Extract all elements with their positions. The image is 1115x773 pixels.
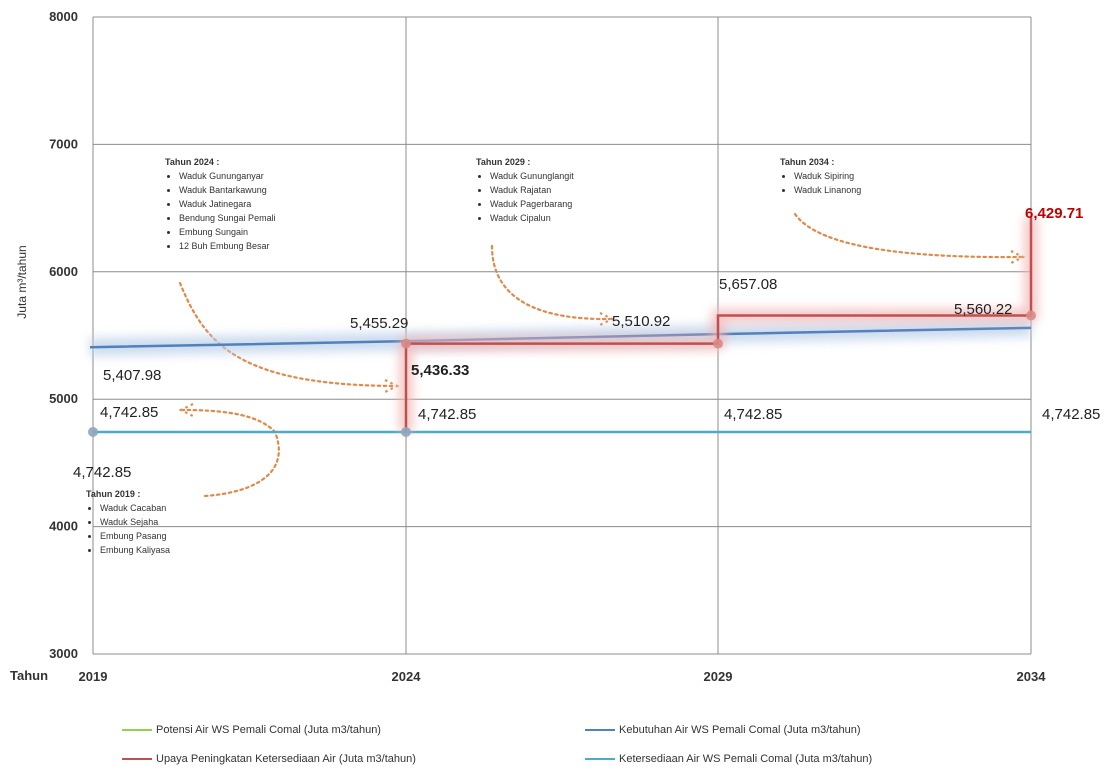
- note-item: Waduk Rajatan: [490, 185, 676, 195]
- annotation-arrows: [178, 212, 1026, 498]
- x-tick-label: 2019: [79, 669, 108, 684]
- x-tick-label: 2029: [704, 669, 733, 684]
- note-list: Waduk Cacaban Waduk Sejaha Embung Pasang…: [86, 503, 286, 555]
- y-tick-label: 8000: [49, 9, 78, 24]
- y-tick-label: 3000: [49, 646, 78, 661]
- note-item: Waduk Cacaban: [100, 503, 286, 513]
- note-item: Embung Pasang: [100, 531, 286, 541]
- data-label: 4,742.85: [100, 404, 158, 421]
- note-list: Waduk Gununglangit Waduk Rajatan Waduk P…: [476, 171, 676, 223]
- data-label: 4,742.85: [1042, 406, 1100, 423]
- note-item: Waduk Pagerbarang: [490, 199, 676, 209]
- annotation-arrowhead: [599, 312, 615, 326]
- data-label: 4,742.85: [418, 406, 476, 423]
- note-item: Bendung Sungai Pemali: [179, 213, 365, 223]
- note-item: Embung Kaliyasa: [100, 545, 286, 555]
- data-label: 6,429.71: [1025, 205, 1083, 222]
- note-2029: Tahun 2029 : Waduk Gununglangit Waduk Ra…: [476, 157, 676, 227]
- annotation-arrowhead: [384, 379, 400, 393]
- x-tick-label: 2034: [1017, 669, 1047, 684]
- series-upaya-line: [404, 217, 1033, 432]
- data-point: [1026, 310, 1036, 321]
- data-point: [713, 338, 723, 349]
- note-2034: Tahun 2034 : Waduk Sipiring Waduk Linano…: [780, 157, 980, 199]
- data-label: 4,742.85: [724, 406, 782, 423]
- note-item: Waduk Sipiring: [794, 171, 980, 181]
- y-tick-label: 7000: [49, 136, 78, 151]
- y-tick-label: 6000: [49, 264, 78, 279]
- data-label: 5,436.33: [411, 362, 469, 379]
- note-title: Tahun 2029 :: [476, 157, 531, 167]
- y-axis-ticks: 3000 4000 5000 6000 7000 8000: [49, 9, 78, 661]
- data-point: [88, 426, 98, 437]
- note-item: 12 Buh Embung Besar: [179, 241, 365, 251]
- annotation-arrowhead: [178, 403, 194, 417]
- note-list: Waduk Gununganyar Waduk Bantarkawung Wad…: [165, 171, 365, 251]
- data-point: [401, 338, 411, 349]
- annotation-arrow: [793, 212, 1023, 259]
- x-axis-label: Tahun: [10, 668, 48, 683]
- data-point: [401, 426, 411, 437]
- note-item: Waduk Sejaha: [100, 517, 286, 527]
- data-label: 5,657.08: [719, 276, 777, 293]
- note-title: Tahun 2034 :: [780, 157, 835, 167]
- note-title: Tahun 2024 :: [165, 157, 220, 167]
- y-tick-label: 4000: [49, 519, 78, 534]
- note-item: Embung Sungain: [179, 227, 365, 237]
- note-item: Waduk Cipalun: [490, 213, 676, 223]
- data-label: 5,510.92: [612, 313, 670, 330]
- annotation-arrow: [178, 281, 397, 388]
- data-label: 5,407.98: [103, 367, 161, 384]
- note-item: Waduk Bantarkawung: [179, 185, 365, 195]
- note-item: Waduk Gununganyar: [179, 171, 365, 181]
- x-axis-ticks: 2019 2024 2029 2034: [79, 669, 1047, 684]
- annotation-arrow: [181, 408, 280, 498]
- data-label: 5,560.22: [954, 301, 1012, 318]
- note-title: Tahun 2019 :: [86, 489, 141, 499]
- note-2019: Tahun 2019 : Waduk Cacaban Waduk Sejaha …: [86, 489, 286, 559]
- note-list: Waduk Sipiring Waduk Linanong: [780, 171, 980, 195]
- x-tick-label: 2024: [392, 669, 422, 684]
- note-item: Waduk Jatinegara: [179, 199, 365, 209]
- note-item: Waduk Gununglangit: [490, 171, 676, 181]
- y-tick-label: 5000: [49, 391, 78, 406]
- data-label: 5,455.29: [350, 315, 408, 332]
- y-axis-label: Juta m³/tahun: [15, 245, 29, 318]
- data-labels: 5,407.98 4,742.85 4,742.85 5,455.29 5,436.33…: [73, 205, 1100, 481]
- note-2024: Tahun 2024 : Waduk Gununganyar Waduk Ban…: [165, 157, 365, 255]
- data-label: 4,742.85: [73, 464, 131, 481]
- annotation-arrowhead: [1010, 250, 1026, 264]
- annotation-arrow: [490, 244, 612, 321]
- series-layer: [88, 217, 1038, 437]
- note-item: Waduk Linanong: [794, 185, 980, 195]
